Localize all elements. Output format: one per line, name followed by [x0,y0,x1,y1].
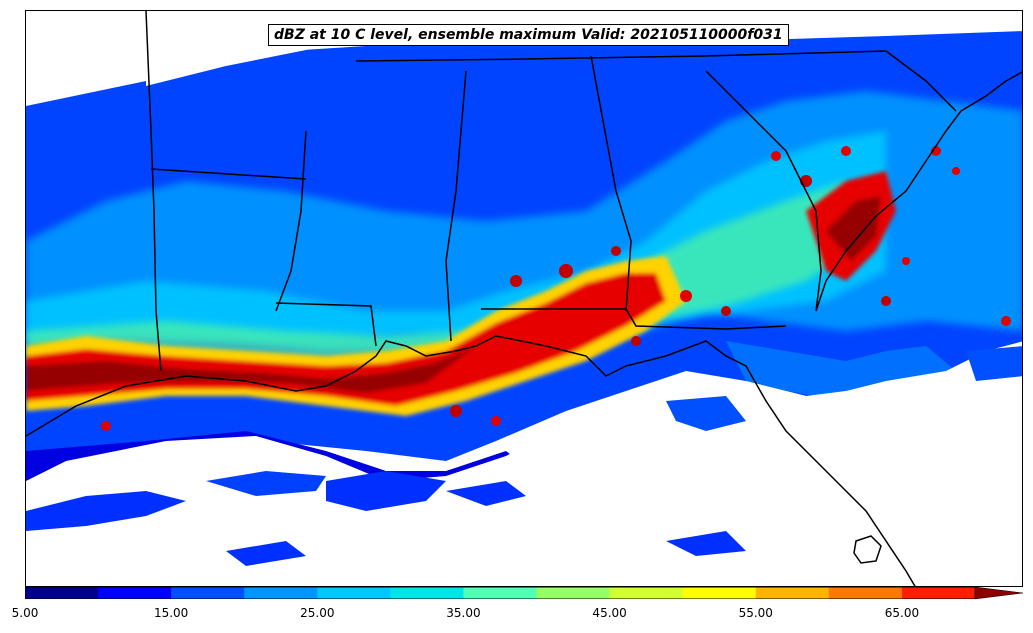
colorbar-tick-label: 25.00 [300,606,335,620]
storm-cell [721,306,731,316]
state-line-ms-al [445,70,467,342]
storm-cell [902,257,910,265]
colorbar-segment [536,587,611,599]
colorbar-segment [244,587,318,599]
colorbar-segment [25,587,99,599]
gulf-echo [666,396,746,431]
colorbar-segment [317,587,391,599]
state-line-ar-la [150,168,307,180]
gulf-echo [666,531,746,556]
clear-area-nw [26,11,146,101]
heavy-band-core [26,346,476,393]
colorbar-tick-label: 35.00 [446,606,481,620]
colorbar-tick-label: 5.00 [11,606,39,620]
gulf-echoes [26,346,1022,566]
state-line-ms-river [275,130,307,312]
gulf-echo [26,491,186,531]
colorbar-segment [828,587,903,599]
storm-cell [952,167,960,175]
colorbar-tick-label: 45.00 [592,606,627,620]
colorbar-segment [390,587,464,599]
state-line-tx-la [150,130,162,372]
colorbar-tick-label: 15.00 [153,606,189,620]
reflectivity-map-svg [26,11,1022,586]
colorbar-segment [755,587,830,599]
colorbar-tick-label: 55.00 [738,606,773,620]
storm-cell [631,336,641,346]
storm-cell [771,151,781,161]
storm-cell [510,275,522,287]
gulf-echo [446,481,526,506]
state-line-fl [481,308,787,330]
clear-area-gulf [26,341,1022,586]
gulf-echo [326,471,446,511]
gulf-echo [206,471,326,496]
colorbar-segment [463,587,538,599]
storm-cell [101,421,111,431]
state-line-tx-ok [145,11,152,132]
state-line-al-ga [590,55,632,312]
colorbar-tick-label: 65.00 [884,606,920,620]
storm-cell [450,405,462,417]
colorbar-segment [901,587,976,599]
lake-okeechobee [853,535,882,564]
coastline-atlantic [815,71,1022,312]
gulf-echo [226,541,306,566]
storm-cell [559,264,573,278]
state-line-nc-sc [885,50,957,112]
colorbar-segment [98,587,172,599]
gulf-echo [966,346,1022,381]
storm-cell [881,296,891,306]
storm-cell [491,416,501,426]
convective-cells [101,146,1011,501]
heavy-band-sc-core [826,196,881,261]
colorbar-extend-arrow [974,587,1024,600]
colorbar-segment [171,587,245,599]
state-line-la-ms [275,302,377,347]
storm-cell [1001,316,1011,326]
colorbar-outline [25,587,976,599]
coastline [26,335,916,586]
map-title: dBZ at 10 C level, ensemble maximum Vali… [268,24,789,46]
storm-cell [841,146,851,156]
storm-cell [611,246,621,256]
colorbar-swatches [25,587,1024,600]
colorbar-segment [682,587,757,599]
radar-map: dBZ at 10 C level, ensemble maximum Vali… [25,10,1023,587]
colorbar [25,587,1024,600]
state-line-north [355,50,887,62]
state-line-ga-sc [705,70,822,312]
colorbar-segment [609,587,684,599]
state-boundaries [26,11,1022,586]
storm-cell [680,290,692,302]
